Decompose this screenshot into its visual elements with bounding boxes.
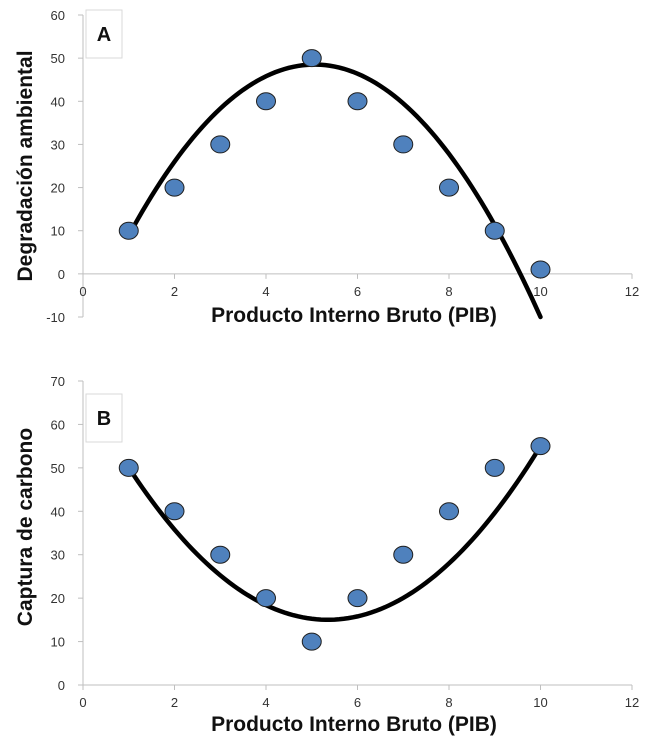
panel-b-data-point xyxy=(256,589,276,608)
panel-b-x-axis-title: Producto Interno Bruto (PIB) xyxy=(211,713,497,736)
panel-a-y-tick-label: -10 xyxy=(46,310,65,325)
panel-a-x-tick-label: 2 xyxy=(171,284,178,299)
panel-a-y-tick-label: 50 xyxy=(51,51,65,66)
panel-b-y-tick-label: 20 xyxy=(51,591,65,606)
panel-a-x-tick-label: 8 xyxy=(445,284,452,299)
panel-b-y-tick-label: 30 xyxy=(51,548,65,563)
panel-b-x-tick-label: 10 xyxy=(533,695,547,710)
panel-a-data-point xyxy=(530,260,551,279)
panel-a-y-tick-label: 0 xyxy=(58,267,65,282)
panel-a-data-point xyxy=(210,135,231,154)
panel-a-data-point xyxy=(439,178,459,197)
panel-a-label: A xyxy=(97,24,111,46)
panel-b-y-tick-label: 40 xyxy=(51,504,65,519)
panel-b-y-tick-label: 10 xyxy=(51,635,65,650)
panel-a-data-point xyxy=(393,135,414,154)
panel-a-y-axis-title: Degradación ambiental xyxy=(14,50,37,281)
panel-a-y-tick-label: 60 xyxy=(51,8,65,23)
panel-a-y-tick-label: 30 xyxy=(51,137,65,152)
panel-a-x-tick-label: 10 xyxy=(533,284,547,299)
panel-b-label-box xyxy=(85,393,123,443)
panel-a-chart: A Degradación ambiental Producto Interno… xyxy=(14,8,639,327)
panel-a-x-axis-title: Producto Interno Bruto (PIB) xyxy=(211,304,497,327)
panel-a-data-point xyxy=(347,92,368,111)
panel-a-y-tick-label: 10 xyxy=(51,224,65,239)
panel-b-y-tick-label: 60 xyxy=(51,417,65,432)
panel-b-x-tick-label: 6 xyxy=(354,695,361,710)
panel-b-y-tick-label: 70 xyxy=(51,374,65,389)
panel-b-label: B xyxy=(97,408,111,430)
panel-a-y-tick-label: 40 xyxy=(51,94,65,109)
panel-b-y-tick-label: 50 xyxy=(51,461,65,476)
panel-a-data-point xyxy=(484,221,505,240)
panel-a-data-point xyxy=(164,178,185,197)
panel-b-data-point xyxy=(347,589,368,608)
panel-b-data-point xyxy=(439,502,459,521)
panel-a-data-point xyxy=(301,49,322,68)
panel-b-data-point xyxy=(301,632,322,651)
panel-b-trendline xyxy=(126,443,543,622)
panel-b-x-tick-label: 2 xyxy=(171,695,178,710)
panel-a-data-point xyxy=(256,92,276,111)
panel-a-x-tick-label: 12 xyxy=(625,284,639,299)
panel-b-y-tick-label: 0 xyxy=(58,678,65,693)
panel-b-data-point xyxy=(164,502,185,521)
panel-b-y-axis-title: Captura de carbono xyxy=(14,428,37,626)
panel-b-x-tick-label: 0 xyxy=(79,695,86,710)
panel-a-y-tick-label: 20 xyxy=(51,181,65,196)
panel-a-label-box xyxy=(85,9,123,59)
panel-b-x-tick-label: 8 xyxy=(445,695,452,710)
panel-b-chart: B Captura de carbono Producto Interno Br… xyxy=(14,374,639,736)
panel-a-x-tick-label: 0 xyxy=(79,284,86,299)
panel-a-x-tick-label: 4 xyxy=(262,284,269,299)
panel-b-data-point xyxy=(484,458,505,477)
panel-b-x-tick-label: 12 xyxy=(625,695,639,710)
panel-b-data-point xyxy=(118,458,139,477)
panel-a-data-point xyxy=(118,221,139,240)
panel-b-data-point xyxy=(393,545,414,564)
panel-a-x-tick-label: 6 xyxy=(354,284,361,299)
panel-b-data-point xyxy=(210,545,231,564)
panel-b-x-tick-label: 4 xyxy=(262,695,269,710)
panel-a-trendline xyxy=(126,62,543,320)
panel-b-data-point xyxy=(530,437,551,456)
